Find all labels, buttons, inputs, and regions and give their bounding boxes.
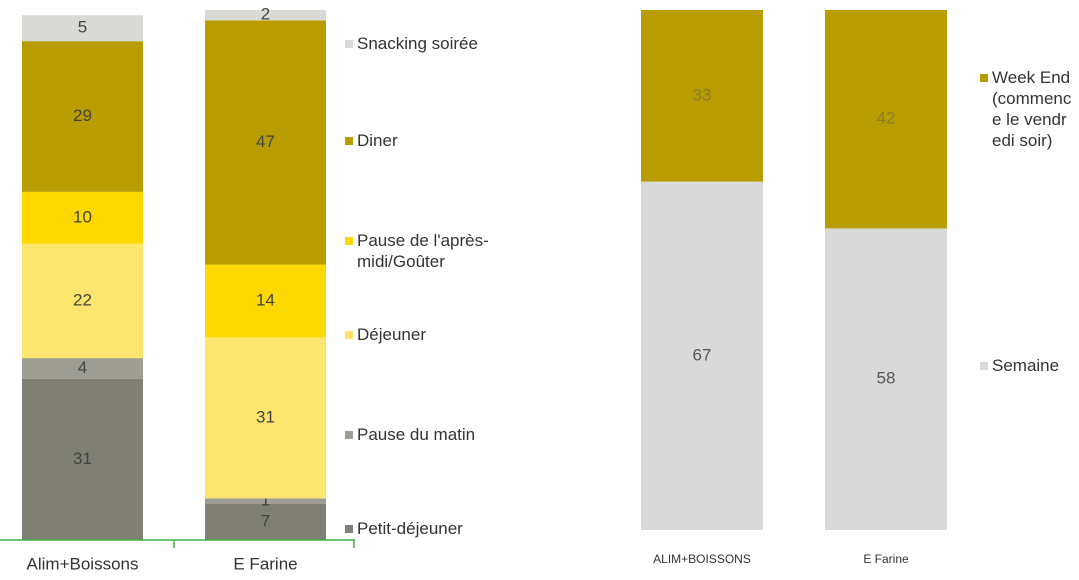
bar-segment — [205, 10, 326, 21]
data-label: 7 — [261, 511, 270, 530]
legend-item: Snacking soirée — [345, 33, 525, 54]
bar-segment — [22, 15, 143, 42]
bar-segment — [22, 191, 143, 244]
bar-segment — [641, 10, 763, 182]
bar-segment — [825, 228, 947, 530]
bar-segment — [22, 358, 143, 379]
legend-item: Déjeuner — [345, 324, 525, 345]
data-label: 33 — [693, 85, 712, 104]
data-label: 4 — [78, 358, 87, 377]
legend-label: Snacking soirée — [357, 34, 478, 53]
data-label: 14 — [256, 290, 275, 309]
data-label: 67 — [693, 345, 712, 364]
legend-swatch — [345, 237, 353, 245]
legend-item: Diner — [345, 130, 525, 151]
data-label: 22 — [73, 290, 92, 309]
bar-segment — [22, 41, 143, 192]
legend-label: Pause de l'après-midi/Goûter — [357, 231, 489, 271]
bar-segment — [205, 503, 326, 540]
bar-segment — [205, 20, 326, 265]
data-label: 10 — [73, 207, 92, 226]
data-label: 1 — [261, 491, 270, 510]
legend-swatch — [345, 331, 353, 339]
x-tick-label: E Farine — [233, 554, 297, 573]
bar-segment — [22, 243, 143, 359]
x-tick-label: ALIM+BOISSONS — [653, 552, 751, 566]
data-label: 29 — [73, 106, 92, 125]
data-label: 47 — [256, 132, 275, 151]
data-label: 5 — [78, 18, 87, 37]
data-label: 58 — [877, 369, 896, 388]
legend-label: Diner — [357, 131, 398, 150]
legend-label: Semaine — [992, 356, 1060, 375]
legend-item: Semaine — [980, 355, 1075, 376]
legend-label: Déjeuner — [357, 325, 426, 344]
legend-label: Petit-déjeuner — [357, 519, 463, 538]
bar-segment — [205, 264, 326, 338]
data-label: 42 — [877, 109, 896, 128]
legend-item: Petit-déjeuner — [345, 518, 525, 539]
data-label: 31 — [256, 407, 275, 426]
x-tick-label: E Farine — [863, 552, 909, 566]
bar-segment — [641, 181, 763, 530]
legend-swatch — [980, 362, 988, 370]
legend-swatch — [345, 137, 353, 145]
legend-item: Pause de l'après-midi/Goûter — [345, 230, 525, 272]
legend-swatch — [980, 74, 988, 82]
legend-swatch — [345, 525, 353, 533]
legend-item: Week End (commence le vendredi soir) — [980, 67, 1075, 151]
legend-label: Pause du matin — [357, 425, 476, 444]
bar-segment — [205, 498, 326, 504]
data-label: 2 — [261, 5, 270, 24]
legend-item: Pause du matin — [345, 424, 525, 445]
bar-segment — [205, 337, 326, 499]
legend-swatch — [345, 431, 353, 439]
legend-swatch — [345, 40, 353, 48]
x-tick-label: Alim+Boissons — [27, 554, 139, 573]
bar-segment — [825, 10, 947, 229]
data-label: 31 — [73, 449, 92, 468]
legend-label: Week End (commence le vendredi soir) — [992, 68, 1072, 150]
bar-segment — [22, 378, 143, 540]
